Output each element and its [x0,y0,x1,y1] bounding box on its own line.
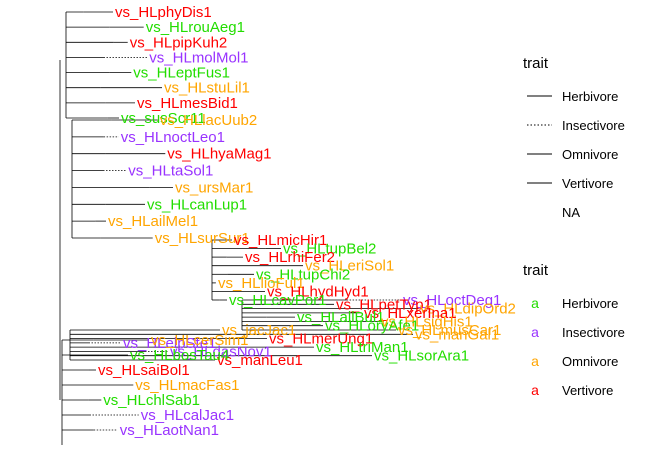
color-legend: trait a Herbivore a Insectivore a Omnivore a Ve… [523,262,625,398]
linetype-legend-label: Insectivore [562,118,625,133]
tip-label: vs_HLbosTau4 [130,347,229,364]
tip-label: vs_HLmicHir1 [234,232,327,249]
tip-label: vs_HLrhiFer2 [245,249,335,266]
tip-label: vs_HLtupChi2 [256,266,350,283]
color-legend-label: Insectivore [562,325,625,340]
tip-label: vs_HLlacUub2 [160,112,258,129]
tip-label: vs_HLeriSol1 [305,258,394,275]
tip-label: vs_HLcanLup1 [147,196,247,213]
tip-label: vs_HLhyaMag1 [167,146,271,163]
tip-label: vs_ursMar1 [175,179,253,196]
tip-label: vs_HLpetTyp1 [336,296,432,313]
tip-label: vs_manGal1 [415,326,499,343]
tip-label: vs_HLchlSab1 [103,392,200,409]
tip-label: vs_HLnoctLeo1 [121,129,225,146]
tip-label: vs_HLmusCar1 [398,322,501,339]
tip-label: vs_manLeu1 [217,352,303,369]
tip-label: vs_HLmesBid1 [137,95,238,112]
tip-label: vs_HLstuLil1 [164,80,250,97]
tip-label: vs_jacJac1 [222,322,296,339]
tip-label: vs_HLtaSol1 [128,163,213,180]
color-legend-key: a [531,353,539,369]
tip-label: vs_susScr11 [121,110,206,127]
color-legend-key: a [531,382,539,398]
tip-label: vs_HLcavPor1 [229,292,327,309]
tip-label: vs_HLxerIna1 [364,305,457,322]
tip-label: vs_HLhydHyd1 [267,283,369,300]
tip-label: vs_HLdipOrd2 [420,301,516,318]
tip-label: vs_HLailMel1 [108,213,198,230]
tip-label: vs_HLdasNov1 [170,343,272,360]
tip-label: vs_HLsigHis1 [381,313,473,330]
tip-label: vs_HLtriMan1 [316,339,409,356]
tip-label: vs_HLallBul1 [297,309,385,326]
tip-label: vs_HLsaiBol1 [98,362,190,379]
tip-label: vs_HLcalJac1 [141,407,234,424]
tip-label: vs_HLelpSte1 [123,335,216,352]
color-legend-label: Vertivore [562,383,613,398]
tip-label: vs_HLlioFul1 [218,275,305,292]
tip-label: vs_HLmerUng1 [269,331,373,348]
tip-label: vs_HLaotNan1 [120,422,219,439]
tip-label: vs_HLoryAfe1 [325,318,419,335]
linetype-legend-label: Herbivore [562,89,618,104]
tip-label: vs_HLsorAra1 [374,348,469,365]
tip-label: vs_HLphyDis1 [115,4,212,21]
tip-label: vs_HLmolMol1 [149,49,248,66]
tip-label: vs_HLeptFus1 [133,65,230,82]
tip-labels: vs_HLphyDis1vs_HLrouAeg1vs_HLpipKuh2vs_H… [98,4,516,439]
linetype-legend: trait Herbivore Insectivore Omnivore Vertiv… [523,55,625,220]
linetype-legend-label: Omnivore [562,147,618,162]
tip-label: vs_HLcerSim1 [151,332,249,349]
tip-label: vs_HLmacFas1 [135,377,239,394]
linetype-legend-label: Vertivore [562,176,613,191]
color-legend-title: trait [523,262,549,279]
tip-label: vs_HLpipKuh2 [130,34,228,51]
tip-label: vs_HLrouAeg1 [146,19,245,36]
linetype-legend-label: NA [562,205,580,220]
color-legend-key: a [531,295,539,311]
tip-label: vs_HLtupBel2 [283,241,376,258]
linetype-legend-title: trait [523,55,549,72]
tree-branches [59,11,418,445]
tip-label: vs_HLsurSur1 [155,230,250,247]
color-legend-label: Herbivore [562,296,618,311]
tip-label: vs_HLoctDeg1 [403,292,501,309]
color-legend-label: Omnivore [562,354,618,369]
color-legend-key: a [531,324,539,340]
